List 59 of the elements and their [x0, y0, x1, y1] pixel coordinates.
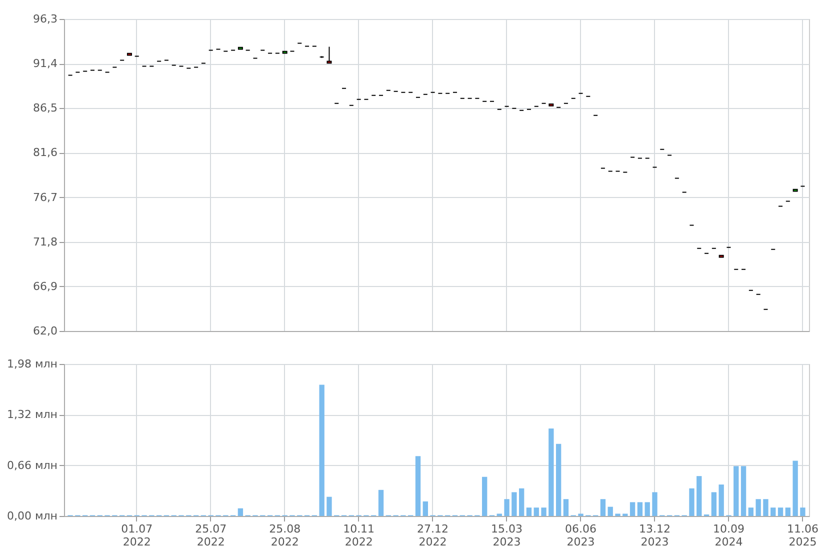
bar [512, 492, 517, 516]
bar [792, 460, 798, 516]
bar [422, 501, 428, 516]
bar [637, 502, 643, 516]
y-tick-label: 91,4 [33, 57, 58, 70]
bar [608, 506, 613, 516]
bar [711, 492, 717, 516]
bar [800, 508, 806, 516]
bar [378, 490, 384, 516]
bar [326, 496, 332, 516]
bar [548, 428, 554, 516]
bar [718, 484, 724, 516]
bar [563, 499, 569, 516]
bar [696, 476, 702, 516]
x-tick-label: 10.11 2022 [343, 522, 375, 548]
x-tick-label: 25.07 2022 [195, 522, 227, 548]
bar [482, 476, 488, 516]
bar [556, 444, 562, 516]
y-tick-label: 62,0 [33, 324, 58, 338]
bar [689, 488, 694, 516]
y-tick-label: 66,9 [33, 280, 58, 293]
y-tick-label: 1,98 млн [6, 358, 58, 370]
y-tick-label: 86,5 [33, 102, 58, 115]
y-tick-label: 0,00 млн [6, 510, 58, 522]
bar [319, 384, 324, 516]
y-tick-label: 81,6 [33, 146, 58, 160]
x-tick-label: 10.09 2024 [712, 522, 744, 548]
bar [630, 502, 636, 516]
bar [652, 492, 658, 516]
y-tick-label: 71,8 [33, 235, 58, 248]
bar [644, 502, 650, 516]
x-tick-label: 13.12 2023 [638, 522, 670, 548]
bar [785, 508, 791, 516]
bar [238, 508, 244, 516]
bar [504, 499, 510, 516]
bar [756, 499, 761, 516]
x-tick-label: 27.12 2022 [417, 522, 449, 548]
bar [526, 508, 532, 516]
bar [541, 508, 546, 516]
candlestick [326, 46, 332, 64]
bar [518, 488, 524, 516]
bar [534, 508, 539, 516]
y-tick-label: 96,3 [33, 12, 58, 26]
bar [740, 466, 746, 516]
y-tick-label: 1,32 млн [6, 408, 58, 422]
y-tick-label: 76,7 [33, 190, 58, 204]
bar [770, 508, 776, 516]
bar [763, 499, 768, 516]
bar [778, 508, 784, 516]
bar [734, 466, 739, 516]
bar [415, 456, 421, 516]
x-tick-label: 15.03 2023 [491, 522, 523, 548]
bar [600, 499, 606, 516]
x-tick-label: 01.07 2022 [121, 522, 153, 548]
x-tick-label: 25.08 2022 [269, 522, 301, 548]
x-tick-label: 11.06 2025 [786, 522, 818, 548]
bar [748, 508, 754, 516]
y-tick-label: 0,66 млн [6, 458, 58, 472]
x-tick-label: 06.06 2023 [565, 522, 597, 548]
